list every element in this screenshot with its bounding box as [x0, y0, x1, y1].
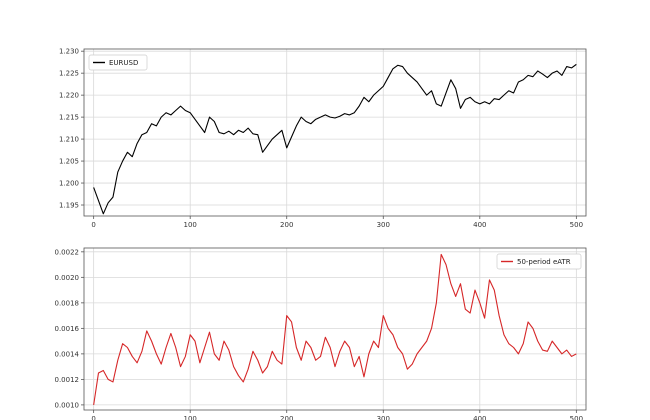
series-line-50-period-eatr	[93, 253, 577, 405]
eatr-panel: 0 100 200 300 400 500 0.0010 0.0012 0.0014 0.0016…	[55, 247, 587, 420]
y-tick-label: 1.205	[59, 158, 79, 166]
y-tick-label: 0.0014	[55, 350, 80, 358]
x-tick-label: 400	[473, 221, 486, 229]
y-tick-label: 1.230	[59, 48, 79, 56]
y-tick-label: 1.195	[59, 202, 79, 210]
x-tick-label: 100	[184, 221, 197, 229]
series-line-eurusd	[93, 63, 577, 215]
y-tick-label: 0.0018	[55, 299, 80, 307]
x-tick-label: 300	[377, 221, 390, 229]
legend-box	[88, 54, 148, 71]
y-tick-label: 0.0020	[55, 274, 80, 282]
x-tick-label: 400	[473, 415, 486, 420]
x-tick-label: 0	[91, 415, 95, 420]
x-tick-label: 0	[91, 221, 95, 229]
eurusd-price-panel: 0 100 200 300 400 500 1.195 1.200 1.205 1.210 1.21…	[59, 48, 587, 229]
x-tick-label: 500	[570, 415, 583, 420]
plot-frame	[83, 247, 587, 411]
y-tick-label: 1.210	[59, 136, 79, 144]
legend-box	[496, 253, 582, 270]
x-tick-label: 200	[280, 221, 293, 229]
x-tick-label: 300	[377, 415, 390, 420]
legend-label: EURUSD	[109, 59, 138, 67]
x-tick-label: 200	[280, 415, 293, 420]
plot-frame	[83, 48, 587, 217]
x-tick-label: 100	[184, 415, 197, 420]
x-tick-label: 500	[570, 221, 583, 229]
y-tick-label: 1.220	[59, 92, 79, 100]
y-tick-label: 0.0022	[55, 248, 80, 256]
y-tick-label: 0.0010	[55, 401, 80, 409]
y-tick-label: 1.225	[59, 70, 79, 78]
y-tick-label: 0.0012	[55, 376, 80, 384]
y-tick-label: 0.0016	[55, 325, 80, 333]
y-tick-label: 1.215	[59, 114, 79, 122]
legend-label: 50-period eATR	[517, 258, 571, 266]
y-tick-label: 1.200	[59, 180, 79, 188]
